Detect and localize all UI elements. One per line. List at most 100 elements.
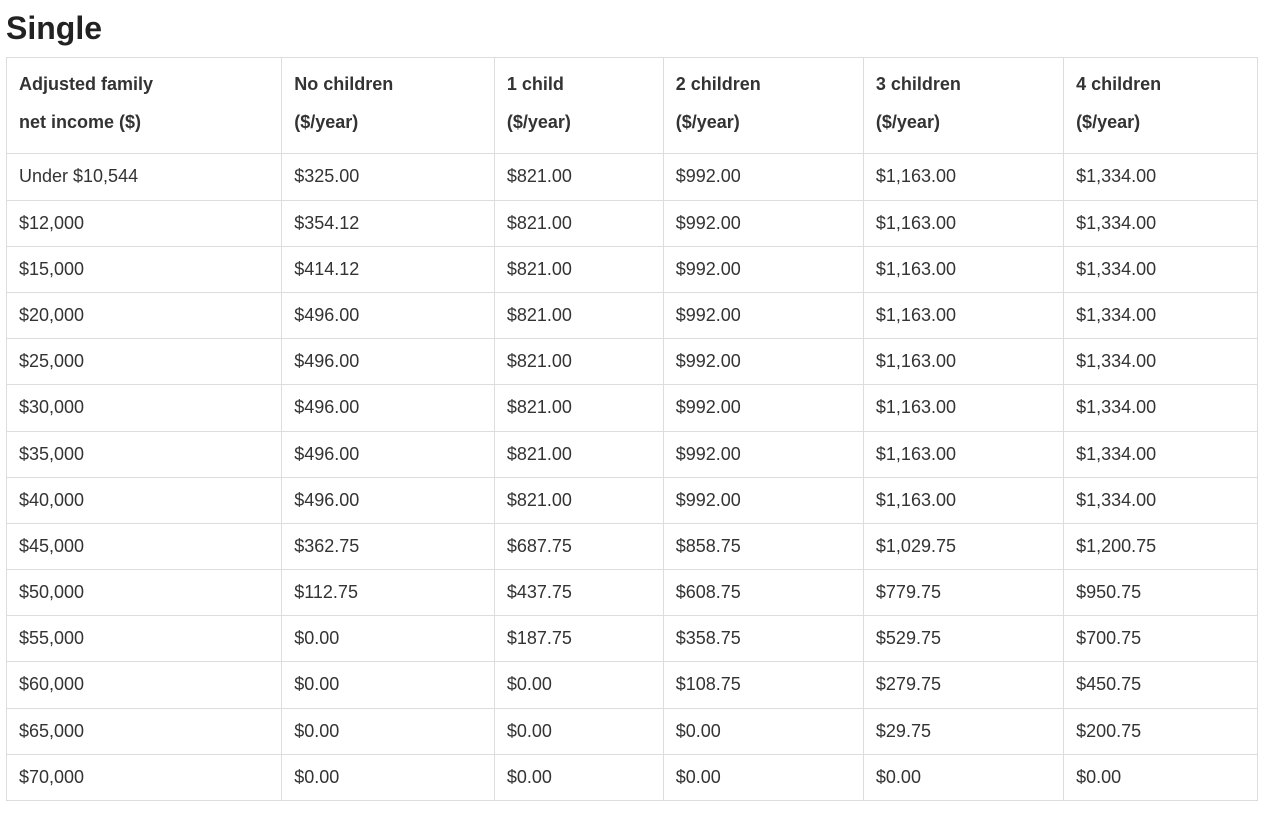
table-cell: $1,200.75: [1064, 523, 1258, 569]
table-cell: $1,163.00: [863, 292, 1063, 338]
table-cell: $1,334.00: [1064, 339, 1258, 385]
table-cell: $0.00: [282, 754, 495, 800]
table-cell: $20,000: [7, 292, 282, 338]
section-title: Single: [6, 6, 1258, 51]
table-cell: $354.12: [282, 200, 495, 246]
table-cell: $30,000: [7, 385, 282, 431]
col-header-line2: net income ($): [19, 112, 141, 132]
table-cell: $55,000: [7, 616, 282, 662]
table-cell: $437.75: [494, 570, 663, 616]
table-row: $20,000$496.00$821.00$992.00$1,163.00$1,…: [7, 292, 1258, 338]
table-row: Under $10,544$325.00$821.00$992.00$1,163…: [7, 154, 1258, 200]
table-cell: $821.00: [494, 385, 663, 431]
table-cell: $821.00: [494, 246, 663, 292]
table-cell: $992.00: [663, 431, 863, 477]
table-cell: $0.00: [1064, 754, 1258, 800]
col-header-no-children: No children ($/year): [282, 57, 495, 154]
table-cell: $1,163.00: [863, 431, 1063, 477]
table-cell: $112.75: [282, 570, 495, 616]
table-cell: $414.12: [282, 246, 495, 292]
table-cell: $65,000: [7, 708, 282, 754]
table-cell: $496.00: [282, 385, 495, 431]
table-cell: $992.00: [663, 477, 863, 523]
col-header-income: Adjusted family net income ($): [7, 57, 282, 154]
table-cell: $529.75: [863, 616, 1063, 662]
col-header-4-children: 4 children ($/year): [1064, 57, 1258, 154]
table-cell: $821.00: [494, 477, 663, 523]
table-cell: $496.00: [282, 431, 495, 477]
table-cell: $992.00: [663, 154, 863, 200]
table-cell: $0.00: [494, 662, 663, 708]
table-cell: $821.00: [494, 200, 663, 246]
table-cell: $992.00: [663, 200, 863, 246]
table-cell: $1,163.00: [863, 339, 1063, 385]
table-cell: $992.00: [663, 246, 863, 292]
table-cell: $45,000: [7, 523, 282, 569]
table-cell: Under $10,544: [7, 154, 282, 200]
table-row: $15,000$414.12$821.00$992.00$1,163.00$1,…: [7, 246, 1258, 292]
table-cell: $362.75: [282, 523, 495, 569]
table-cell: $821.00: [494, 154, 663, 200]
table-cell: $1,163.00: [863, 200, 1063, 246]
col-header-3-children: 3 children ($/year): [863, 57, 1063, 154]
table-cell: $108.75: [663, 662, 863, 708]
benefit-table: Adjusted family net income ($) No childr…: [6, 57, 1258, 801]
table-row: $40,000$496.00$821.00$992.00$1,163.00$1,…: [7, 477, 1258, 523]
table-cell: $992.00: [663, 385, 863, 431]
table-cell: $496.00: [282, 292, 495, 338]
table-cell: $496.00: [282, 477, 495, 523]
table-row: $25,000$496.00$821.00$992.00$1,163.00$1,…: [7, 339, 1258, 385]
table-cell: $25,000: [7, 339, 282, 385]
col-header-line1: 4 children: [1076, 74, 1161, 94]
table-cell: $187.75: [494, 616, 663, 662]
table-cell: $450.75: [1064, 662, 1258, 708]
col-header-line2: ($/year): [676, 112, 740, 132]
table-row: $55,000$0.00$187.75$358.75$529.75$700.75: [7, 616, 1258, 662]
col-header-line1: No children: [294, 74, 393, 94]
table-row: $70,000$0.00$0.00$0.00$0.00$0.00: [7, 754, 1258, 800]
table-header: Adjusted family net income ($) No childr…: [7, 57, 1258, 154]
table-cell: $0.00: [663, 754, 863, 800]
table-cell: $15,000: [7, 246, 282, 292]
table-row: $60,000$0.00$0.00$108.75$279.75$450.75: [7, 662, 1258, 708]
table-row: $65,000$0.00$0.00$0.00$29.75$200.75: [7, 708, 1258, 754]
table-cell: $992.00: [663, 292, 863, 338]
table-cell: $70,000: [7, 754, 282, 800]
table-cell: $992.00: [663, 339, 863, 385]
table-row: $30,000$496.00$821.00$992.00$1,163.00$1,…: [7, 385, 1258, 431]
table-cell: $1,334.00: [1064, 385, 1258, 431]
table-cell: $325.00: [282, 154, 495, 200]
table-row: $50,000$112.75$437.75$608.75$779.75$950.…: [7, 570, 1258, 616]
table-cell: $1,029.75: [863, 523, 1063, 569]
table-cell: $1,334.00: [1064, 292, 1258, 338]
col-header-line1: Adjusted family: [19, 74, 153, 94]
table-cell: $1,334.00: [1064, 431, 1258, 477]
table-cell: $1,334.00: [1064, 200, 1258, 246]
table-cell: $608.75: [663, 570, 863, 616]
table-cell: $1,334.00: [1064, 477, 1258, 523]
table-cell: $1,163.00: [863, 246, 1063, 292]
table-cell: $1,334.00: [1064, 246, 1258, 292]
table-cell: $821.00: [494, 339, 663, 385]
col-header-line1: 3 children: [876, 74, 961, 94]
table-cell: $821.00: [494, 431, 663, 477]
table-cell: $1,163.00: [863, 385, 1063, 431]
table-cell: $0.00: [282, 662, 495, 708]
table-cell: $12,000: [7, 200, 282, 246]
table-cell: $50,000: [7, 570, 282, 616]
col-header-line2: ($/year): [1076, 112, 1140, 132]
table-cell: $0.00: [282, 616, 495, 662]
table-cell: $779.75: [863, 570, 1063, 616]
col-header-1-child: 1 child ($/year): [494, 57, 663, 154]
table-cell: $821.00: [494, 292, 663, 338]
table-row: $45,000$362.75$687.75$858.75$1,029.75$1,…: [7, 523, 1258, 569]
table-cell: $0.00: [863, 754, 1063, 800]
table-cell: $40,000: [7, 477, 282, 523]
table-cell: $950.75: [1064, 570, 1258, 616]
table-cell: $496.00: [282, 339, 495, 385]
table-cell: $29.75: [863, 708, 1063, 754]
table-row: $35,000$496.00$821.00$992.00$1,163.00$1,…: [7, 431, 1258, 477]
table-cell: $0.00: [494, 708, 663, 754]
table-cell: $1,163.00: [863, 154, 1063, 200]
col-header-line1: 1 child: [507, 74, 564, 94]
